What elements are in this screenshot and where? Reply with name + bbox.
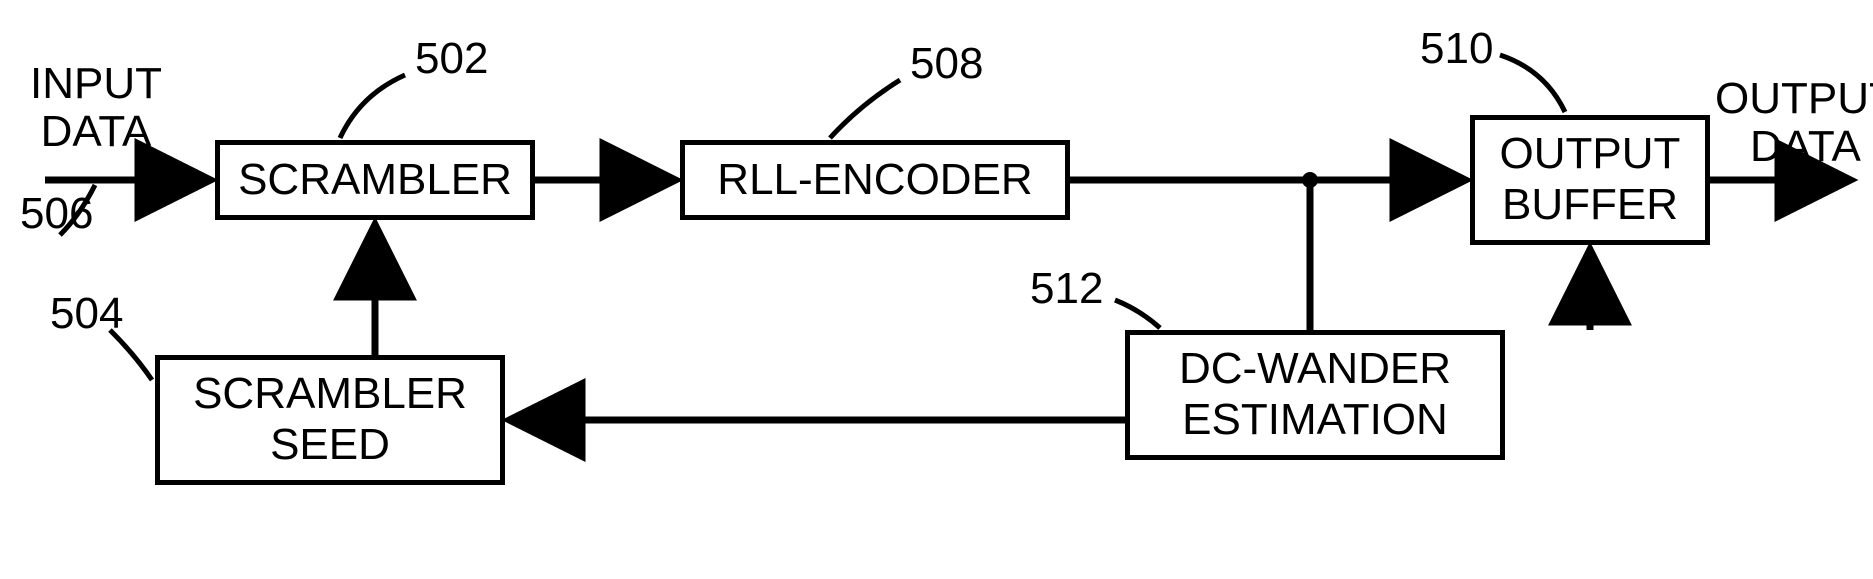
ref-508: 508	[910, 40, 983, 88]
scrambler-seed-block: SCRAMBLER SEED	[155, 355, 505, 485]
output-buffer-block: OUTPUT BUFFER	[1470, 115, 1710, 245]
input-data-label: INPUT DATA	[30, 60, 162, 157]
rll-encoder-label: RLL-ENCODER	[717, 155, 1032, 206]
tap-node	[1302, 172, 1318, 188]
scrambler-seed-label: SCRAMBLER SEED	[193, 369, 467, 470]
dc-wander-block: DC-WANDER ESTIMATION	[1125, 330, 1505, 460]
scrambler-label: SCRAMBLER	[238, 155, 512, 206]
dc-wander-label: DC-WANDER ESTIMATION	[1179, 344, 1451, 445]
callout-502	[340, 75, 405, 138]
callout-512	[1115, 300, 1160, 328]
diagram-canvas: SCRAMBLER SCRAMBLER SEED RLL-ENCODER OUT…	[0, 0, 1873, 579]
callout-510	[1500, 55, 1565, 112]
rll-encoder-block: RLL-ENCODER	[680, 140, 1070, 220]
ref-510: 510	[1420, 25, 1493, 73]
ref-504: 504	[50, 290, 123, 338]
callout-508	[830, 80, 900, 138]
scrambler-block: SCRAMBLER	[215, 140, 535, 220]
output-buffer-label: OUTPUT BUFFER	[1500, 129, 1681, 230]
ref-506: 506	[20, 190, 93, 238]
ref-502: 502	[415, 35, 488, 83]
ref-512: 512	[1030, 265, 1103, 313]
output-data-label: OUTPUT DATA	[1715, 75, 1873, 172]
